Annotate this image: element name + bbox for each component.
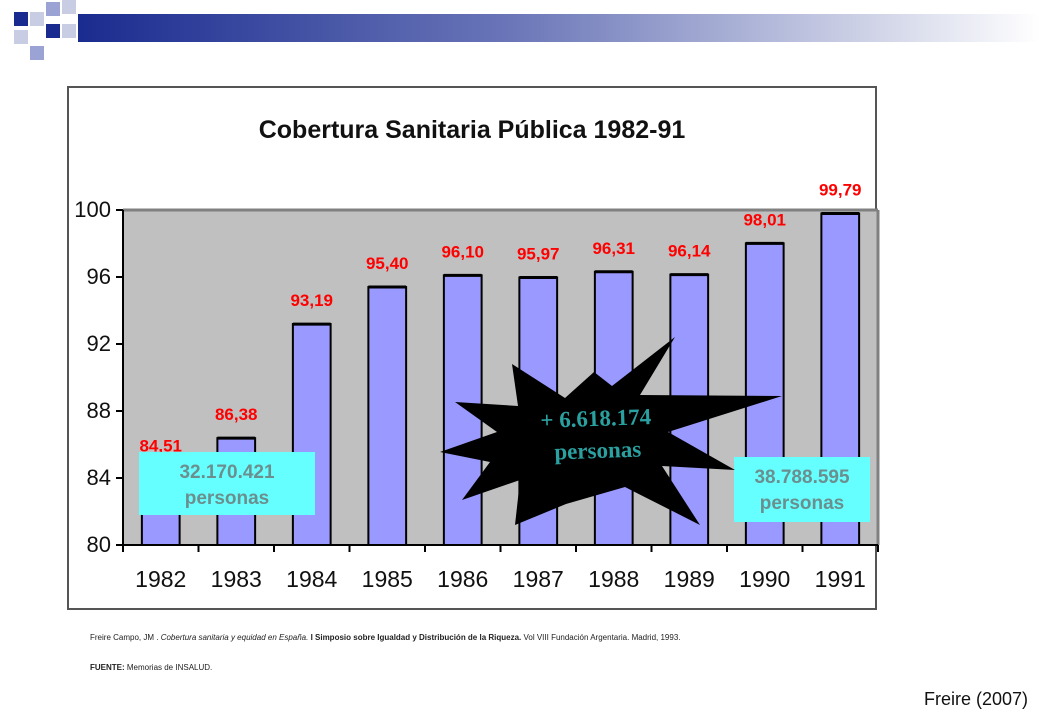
bar-value-label: 96,14 — [668, 242, 711, 261]
x-tick-label: 1982 — [135, 566, 186, 592]
bar-value-label: 96,31 — [592, 239, 635, 258]
bar-value-label: 96,10 — [441, 242, 484, 261]
ref-symposium: I Simposio sobre Igualdad y Distribución… — [308, 633, 522, 642]
decor-square-light-4 — [62, 24, 76, 38]
slide-credit: Freire (2007) — [923, 689, 1028, 709]
annotation-start-line1: 32.170.421 — [179, 462, 275, 483]
annotation-end-line1: 38.788.595 — [754, 467, 850, 488]
x-tick-label: 1988 — [588, 566, 639, 592]
decor-square-dark-2 — [46, 24, 60, 38]
x-tick-label: 1986 — [437, 566, 488, 592]
header-gradient-bar — [78, 14, 1040, 42]
y-tick-label: 96 — [87, 264, 111, 289]
x-tick-label: 1983 — [211, 566, 262, 592]
decor-square-dark-1 — [14, 12, 28, 26]
annotation-burst-line1: + 6.618.174 — [540, 404, 652, 433]
y-tick-label: 84 — [87, 465, 111, 490]
source-text: Memorias de INSALUD. — [124, 663, 213, 672]
reference-source: FUENTE: Memorias de INSALUD. — [90, 662, 790, 673]
bar-value-label: 95,97 — [517, 245, 560, 264]
reference-citation: Freire Campo, JM . Cobertura sanitaria y… — [90, 632, 790, 643]
y-tick-label: 92 — [87, 331, 111, 356]
bar-value-label: 99,79 — [819, 181, 862, 200]
x-tick-label: 1985 — [362, 566, 413, 592]
y-tick-label: 80 — [87, 532, 111, 557]
annotation-end-box — [734, 457, 870, 522]
x-tick-label: 1989 — [664, 566, 715, 592]
x-tick-label: 1984 — [286, 566, 337, 592]
x-tick-label: 1987 — [513, 566, 564, 592]
bar-value-label: 93,19 — [290, 291, 333, 310]
starburst-shape — [440, 337, 782, 525]
x-tick-label: 1991 — [815, 566, 866, 592]
decor-square-light-3 — [14, 30, 28, 44]
bar-value-label: 84,51 — [139, 436, 182, 455]
annotation-start-box — [139, 452, 315, 515]
source-label: FUENTE: — [90, 663, 125, 672]
ref-title: Cobertura sanitaria y equidad en España. — [160, 633, 309, 642]
bar — [367, 286, 408, 546]
bar-value-label: 95,40 — [366, 254, 409, 273]
annotation-end-line2: personas — [760, 493, 844, 514]
ref-author: Freire Campo, JM . — [90, 633, 161, 642]
decor-square-mid-1 — [46, 2, 60, 16]
x-tick-label: 1990 — [739, 566, 790, 592]
y-tick-label: 100 — [74, 197, 111, 222]
bar-value-label: 86,38 — [215, 405, 258, 424]
decor-square-mid-2 — [30, 46, 44, 60]
bar-value-label: 98,01 — [743, 210, 786, 229]
ref-rest: Vol VIII Fundación Argentaria. Madrid, 1… — [521, 633, 681, 642]
annotation-start-line2: personas — [185, 488, 269, 509]
chart-title: Cobertura Sanitaria Pública 1982-91 — [259, 116, 686, 144]
annotation-burst-line2: personas — [554, 436, 642, 464]
decor-square-light-2 — [62, 0, 76, 14]
decor-square-light-1 — [30, 12, 44, 26]
y-tick-label: 88 — [87, 398, 111, 423]
